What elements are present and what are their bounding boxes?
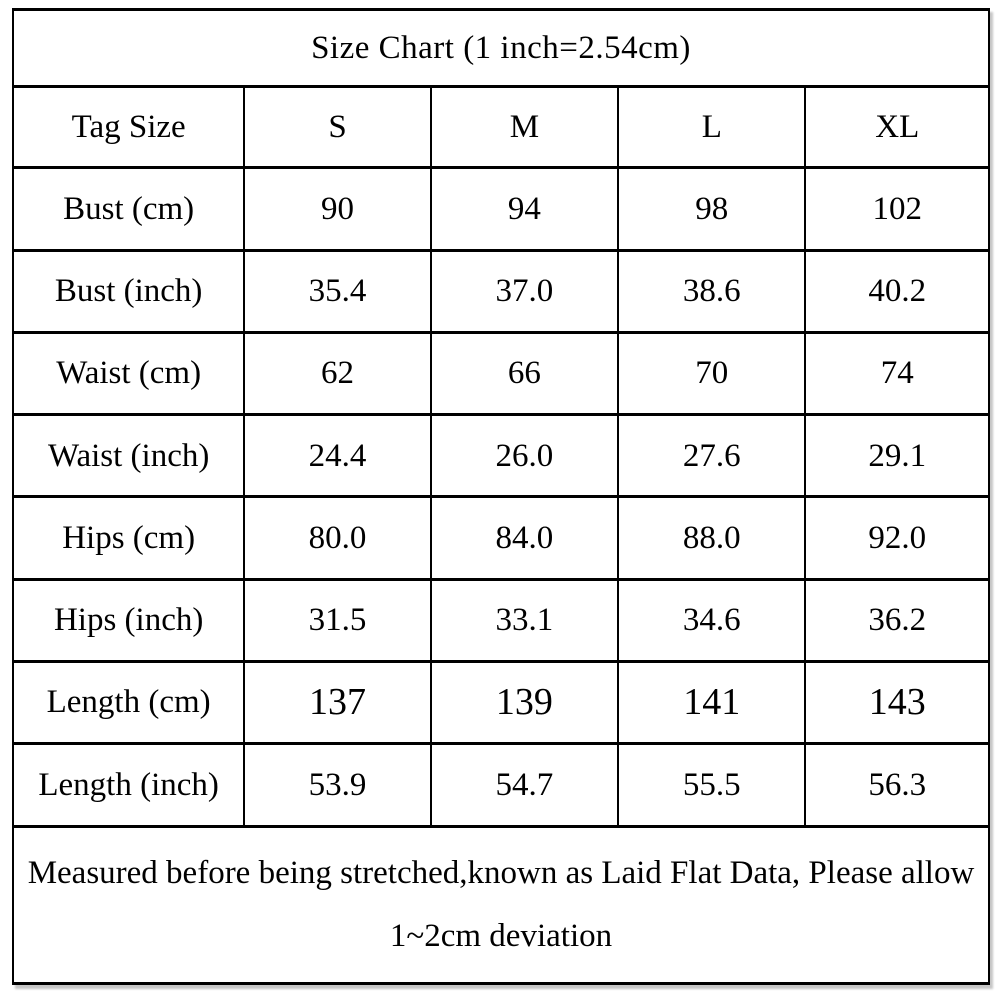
table-row-hips-inch: Hips (inch) 31.5 33.1 34.6 36.2 xyxy=(11,577,990,663)
size-chart-table: Size Chart (1 inch=2.54cm) Tag Size S M … xyxy=(11,7,990,985)
table-row-waist-inch: Waist (inch) 24.4 26.0 27.6 29.1 xyxy=(11,413,990,499)
table-cell: 34.6 xyxy=(617,577,807,663)
table-cell: 66 xyxy=(429,330,620,417)
table-cell: 94 xyxy=(429,166,620,252)
table-row-waist-cm: Waist (cm) 62 66 70 74 xyxy=(11,330,990,417)
row-label: Length (cm) xyxy=(11,659,246,746)
table-cell: 33.1 xyxy=(429,577,620,663)
table-cell: 90 xyxy=(243,166,432,252)
measurement-note: Measured before being stretched,known as… xyxy=(15,829,987,981)
table-cell: 24.4 xyxy=(243,413,432,499)
column-header-l: L xyxy=(617,85,807,170)
table-cell: 29.1 xyxy=(804,413,990,499)
table-cell: 74 xyxy=(804,330,990,417)
table-cell: 88.0 xyxy=(617,495,807,581)
row-label: Waist (inch) xyxy=(11,413,246,499)
table-cell: 26.0 xyxy=(429,413,620,499)
note-line-2: 1~2cm deviation xyxy=(389,918,613,955)
table-cell: 27.6 xyxy=(617,413,807,499)
row-label: Waist (cm) xyxy=(11,330,246,417)
table-row-hips-cm: Hips (cm) 80.0 84.0 88.0 92.0 xyxy=(11,495,990,581)
table-row-length-cm: Length (cm) 137 139 141 143 xyxy=(11,659,990,746)
title-row: Size Chart (1 inch=2.54cm) xyxy=(12,7,990,89)
table-cell: 62 xyxy=(243,330,432,417)
note-line-1: Measured before being stretched,known as… xyxy=(27,854,975,891)
table-row-bust-cm: Bust (cm) 90 94 98 102 xyxy=(11,166,990,252)
table-cell: 80.0 xyxy=(243,495,432,581)
table-cell: 84.0 xyxy=(429,495,620,581)
table-cell: 53.9 xyxy=(243,742,432,828)
column-header-xl: XL xyxy=(804,85,990,170)
column-header-m: M xyxy=(429,85,620,170)
header-row: Tag Size S M L XL xyxy=(11,85,990,170)
table-row-length-inch: Length (inch) 53.9 54.7 55.5 56.3 xyxy=(11,742,990,828)
table-cell: 36.2 xyxy=(804,577,990,663)
table-cell: 137 xyxy=(243,659,432,746)
row-label: Length (inch) xyxy=(11,742,246,828)
table-cell: 141 xyxy=(617,659,807,746)
table-cell: 56.3 xyxy=(804,742,990,828)
table-cell: 40.2 xyxy=(804,248,990,334)
table-cell: 38.6 xyxy=(617,248,807,334)
column-header-s: S xyxy=(243,85,432,170)
row-label: Hips (inch) xyxy=(11,577,246,663)
table-cell: 139 xyxy=(429,659,620,746)
table-cell: 55.5 xyxy=(617,742,807,828)
table-cell: 54.7 xyxy=(429,742,620,828)
row-label: Hips (cm) xyxy=(11,495,246,581)
row-label: Bust (cm) xyxy=(11,166,246,252)
chart-title: Size Chart (1 inch=2.54cm) xyxy=(12,7,990,89)
table-cell: 37.0 xyxy=(429,248,620,334)
table-cell: 31.5 xyxy=(243,577,432,663)
table-row-bust-inch: Bust (inch) 35.4 37.0 38.6 40.2 xyxy=(11,248,990,334)
column-header-tag-size: Tag Size xyxy=(11,85,246,170)
table-cell: 35.4 xyxy=(243,248,432,334)
table-cell: 92.0 xyxy=(804,495,990,581)
table-cell: 70 xyxy=(617,330,807,417)
footer-row: Measured before being stretched,known as… xyxy=(12,824,990,985)
row-label: Bust (inch) xyxy=(11,248,246,334)
table-cell: 102 xyxy=(804,166,990,252)
table-cell: 98 xyxy=(617,166,807,252)
table-cell: 143 xyxy=(804,659,990,746)
